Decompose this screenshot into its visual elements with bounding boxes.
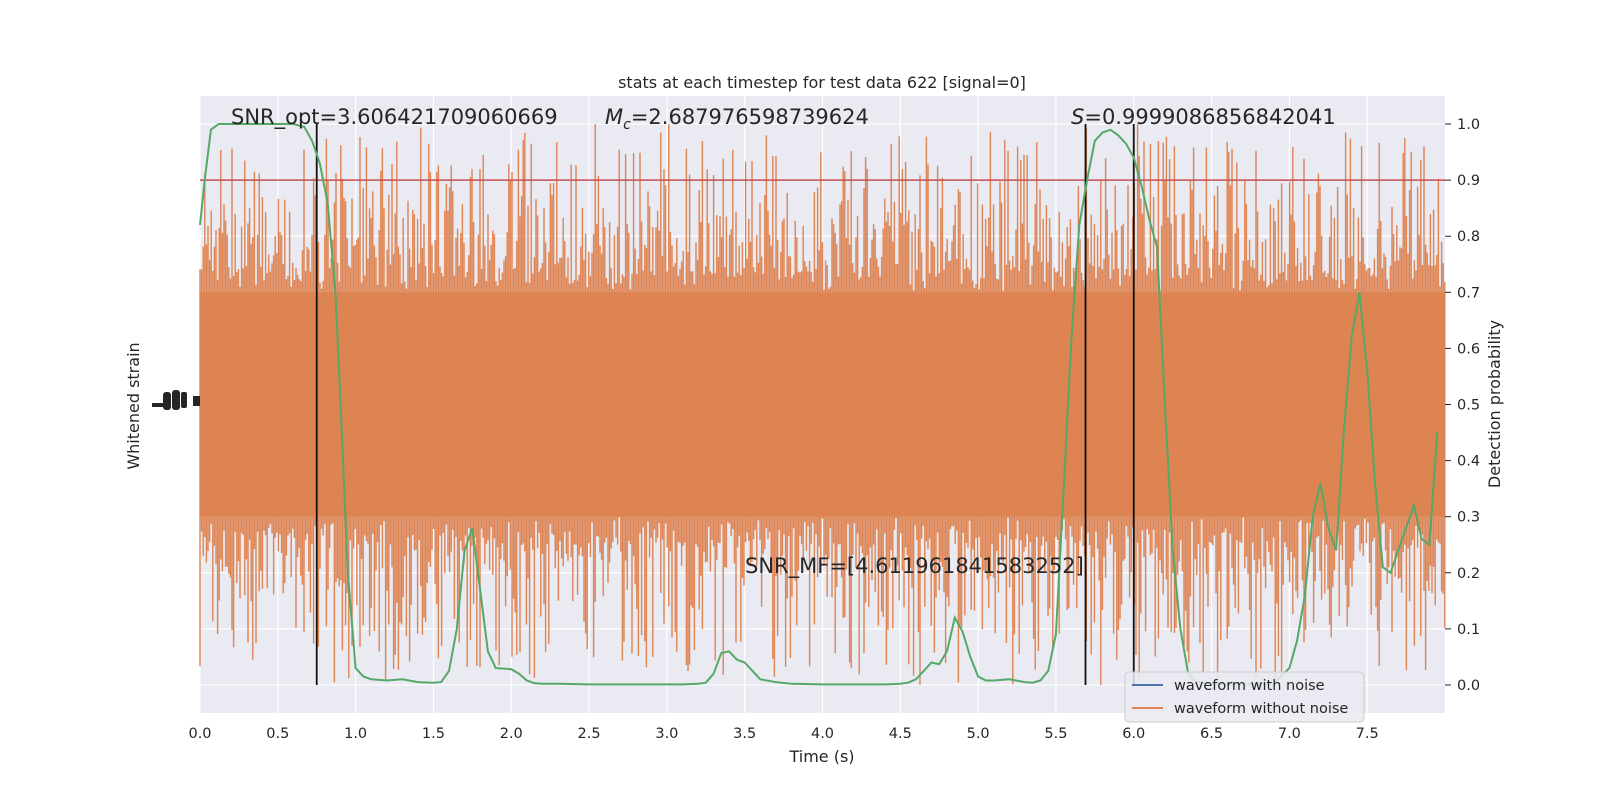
legend: waveform with noise waveform without noi… [1124, 671, 1365, 723]
y-tick-label: 0.7 [1457, 285, 1480, 301]
waveform-without-noise-series [199, 124, 1446, 685]
y-tick-label: 0.6 [1457, 341, 1480, 357]
x-tick-label: 6.5 [1200, 726, 1223, 742]
x-tick-label: 2.5 [578, 726, 601, 742]
y-tick-label: 0.9 [1457, 173, 1480, 189]
y-tick-label: 0.0 [1457, 678, 1480, 694]
x-tick-label: 6.0 [1122, 726, 1145, 742]
x-tick-label: 4.0 [811, 726, 834, 742]
snr-mf-annotation: SNR_MF=[4.611961841583252] [745, 554, 1084, 579]
x-tick-label: 4.5 [889, 726, 912, 742]
snr-opt-annotation: SNR_opt=3.606421709060669 [231, 105, 558, 130]
x-axis-ticks: 0.0 0.5 1.0 1.5 2.0 2.5 3.0 3.5 4.0 4.5 5.0 5.5 6.0 6… [188, 726, 1378, 742]
x-tick-label: 1.5 [422, 726, 445, 742]
legend-label-without-noise: waveform without noise [1174, 701, 1348, 717]
x-tick-label: 7.0 [1278, 726, 1301, 742]
legend-label-with-noise: waveform with noise [1174, 678, 1325, 694]
x-tick-label: 0.5 [266, 726, 289, 742]
statistic-annotation: S=0.9999086856842041 [1071, 105, 1336, 129]
x-tick-label: 5.5 [1044, 726, 1067, 742]
left-axis-tick-cluster [152, 390, 200, 410]
x-tick-label: 3.0 [655, 726, 678, 742]
right-y-axis-ticks: 0.0 0.1 0.2 0.3 0.4 0.5 0.6 0.7 0.8 0.9 1.0 [1445, 117, 1480, 694]
x-tick-label: 0.0 [188, 726, 211, 742]
y-tick-label: 0.5 [1457, 398, 1480, 414]
y-tick-label: 1.0 [1457, 117, 1480, 133]
x-tick-label: 2.0 [500, 726, 523, 742]
y-tick-label: 0.1 [1457, 622, 1480, 638]
x-tick-label: 5.0 [967, 726, 990, 742]
y-tick-label: 0.4 [1457, 454, 1480, 470]
legend-box [1124, 671, 1365, 723]
x-tick-label: 1.0 [344, 726, 367, 742]
vertical-markers [315, 124, 1135, 685]
right-y-axis-label: Detection probability [1485, 320, 1504, 488]
x-tick-label: 3.5 [733, 726, 756, 742]
waveform-spikes [199, 124, 1446, 685]
y-tick-label: 0.3 [1457, 510, 1480, 526]
chirp-mass-annotation: Mc=2.687976598739624 [605, 105, 869, 133]
y-tick-label: 0.2 [1457, 566, 1480, 582]
x-axis-label: Time (s) [788, 747, 854, 766]
left-y-axis-label: Whitened strain [124, 342, 143, 469]
y-tick-label: 0.8 [1457, 229, 1480, 245]
chart-title: stats at each timestep for test data 622… [618, 73, 1026, 92]
x-tick-label: 7.5 [1356, 726, 1379, 742]
